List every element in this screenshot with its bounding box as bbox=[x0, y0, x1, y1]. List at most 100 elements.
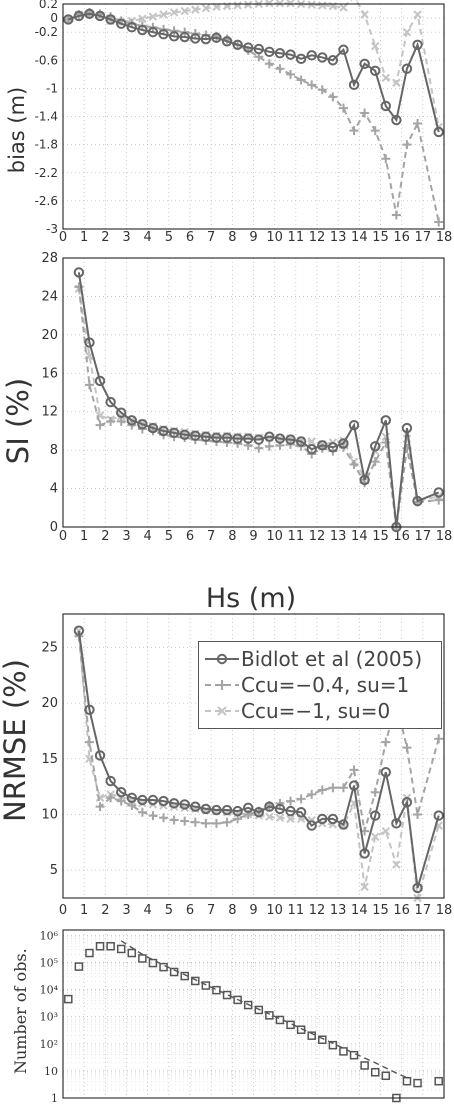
x-tick-label: 17 bbox=[415, 529, 432, 544]
data-point bbox=[264, 46, 275, 58]
data-point bbox=[380, 100, 391, 112]
data-point bbox=[127, 948, 137, 958]
data-point bbox=[264, 431, 275, 442]
axes-frame bbox=[62, 3, 445, 230]
x-tick-label: 14 bbox=[351, 230, 368, 245]
y-tick-label: 0 bbox=[50, 520, 58, 535]
data-point bbox=[179, 429, 190, 440]
data-point bbox=[244, 0, 253, 9]
data-point bbox=[359, 848, 370, 859]
data-point bbox=[392, 78, 401, 87]
data-point bbox=[370, 787, 380, 797]
data-point bbox=[434, 217, 444, 227]
data-point bbox=[169, 815, 179, 825]
x-tick-label: 18 bbox=[436, 230, 453, 245]
data-point bbox=[169, 26, 179, 36]
x-tick-label: 12 bbox=[309, 230, 326, 245]
data-point bbox=[137, 24, 148, 36]
x-tick-label: 5 bbox=[165, 529, 173, 544]
x-tick-label: 8 bbox=[228, 230, 236, 245]
data-point bbox=[137, 794, 148, 806]
data-point bbox=[338, 44, 349, 55]
data-point bbox=[391, 210, 401, 220]
data-point bbox=[106, 416, 116, 426]
data-point bbox=[317, 785, 327, 795]
panel4-ylabel: Number of obs. bbox=[11, 948, 30, 1074]
x-tick-label: 14 bbox=[351, 529, 368, 544]
x-tick-label: 9 bbox=[249, 529, 257, 544]
legend-entry-ccu-04: Ccu=−0.4, su=1 bbox=[199, 672, 441, 698]
data-point bbox=[391, 114, 402, 126]
data-point bbox=[126, 22, 137, 33]
data-point bbox=[402, 27, 412, 37]
data-point bbox=[286, 69, 296, 79]
y-tick-label: 4 bbox=[50, 482, 58, 497]
data-point bbox=[116, 944, 126, 954]
data-point bbox=[158, 795, 169, 807]
panel1-ylabel: bias (m) bbox=[5, 86, 29, 174]
data-point bbox=[138, 954, 147, 963]
series-1 bbox=[63, 8, 444, 138]
data-point bbox=[306, 50, 317, 61]
data-point bbox=[254, 1005, 264, 1015]
data-point bbox=[413, 119, 423, 129]
x-tick-label: 17 bbox=[415, 903, 432, 918]
data-point bbox=[317, 85, 327, 95]
y-tick-label: -1.4 bbox=[35, 110, 58, 124]
x-tick-label: 8 bbox=[228, 529, 236, 544]
data-point bbox=[307, 1031, 316, 1040]
y-tick-label: 24 bbox=[41, 289, 58, 304]
x-tick-label: 15 bbox=[372, 903, 389, 918]
data-point bbox=[84, 337, 95, 348]
data-point bbox=[371, 832, 380, 841]
data-point bbox=[147, 794, 159, 806]
x-tick-label: 2 bbox=[101, 903, 109, 918]
data-point bbox=[274, 803, 286, 815]
data-point bbox=[264, 801, 275, 812]
series-line bbox=[77, 272, 440, 528]
data-point bbox=[233, 1, 242, 10]
data-point bbox=[180, 6, 189, 16]
x-tick-label: 4 bbox=[144, 529, 152, 544]
data-point bbox=[84, 380, 94, 390]
data-point bbox=[370, 441, 381, 452]
data-point bbox=[371, 41, 380, 51]
data-point bbox=[381, 1071, 391, 1081]
data-point bbox=[307, 789, 317, 799]
series-3 bbox=[64, 0, 443, 132]
data-point bbox=[413, 809, 423, 819]
data-point bbox=[348, 419, 360, 431]
data-point bbox=[200, 33, 212, 45]
data-point bbox=[296, 794, 306, 804]
data-point bbox=[401, 797, 413, 808]
data-point bbox=[338, 438, 349, 449]
data-point bbox=[275, 64, 285, 74]
panel-2: 0 1 2 3 4 5 6 7 8 9 10 11 12 13 14 15 16 17 18048121620242… bbox=[41, 251, 452, 544]
data-point bbox=[148, 12, 158, 21]
y-tick-label: 16 bbox=[41, 366, 58, 381]
legend-entry-ccu-1: Ccu=−1, su=0 bbox=[199, 698, 441, 724]
data-point bbox=[253, 43, 264, 55]
x-tick-label: 17 bbox=[415, 230, 432, 245]
data-point bbox=[159, 962, 168, 972]
x-tick-label: 10 bbox=[266, 230, 283, 245]
data-point bbox=[360, 882, 369, 892]
data-point bbox=[380, 415, 391, 426]
y-tick-label: -0.2 bbox=[35, 25, 58, 39]
data-point bbox=[402, 140, 412, 150]
data-point bbox=[275, 1015, 285, 1025]
trend-line bbox=[120, 940, 408, 1079]
y-tick-label: 1 bbox=[51, 1092, 58, 1104]
data-point bbox=[191, 5, 200, 14]
y-tick-label: 0 bbox=[50, 11, 58, 25]
series-line bbox=[77, 636, 440, 832]
x-tick-label: 13 bbox=[330, 230, 347, 245]
data-point bbox=[317, 52, 328, 63]
data-point bbox=[370, 1068, 380, 1077]
x-tick-label: 1 bbox=[80, 529, 88, 544]
data-point bbox=[190, 33, 201, 44]
data-point bbox=[211, 804, 222, 816]
data-point bbox=[434, 734, 444, 744]
y-tick-label: 20 bbox=[41, 328, 58, 343]
x-tick-label: 1 bbox=[80, 903, 88, 918]
